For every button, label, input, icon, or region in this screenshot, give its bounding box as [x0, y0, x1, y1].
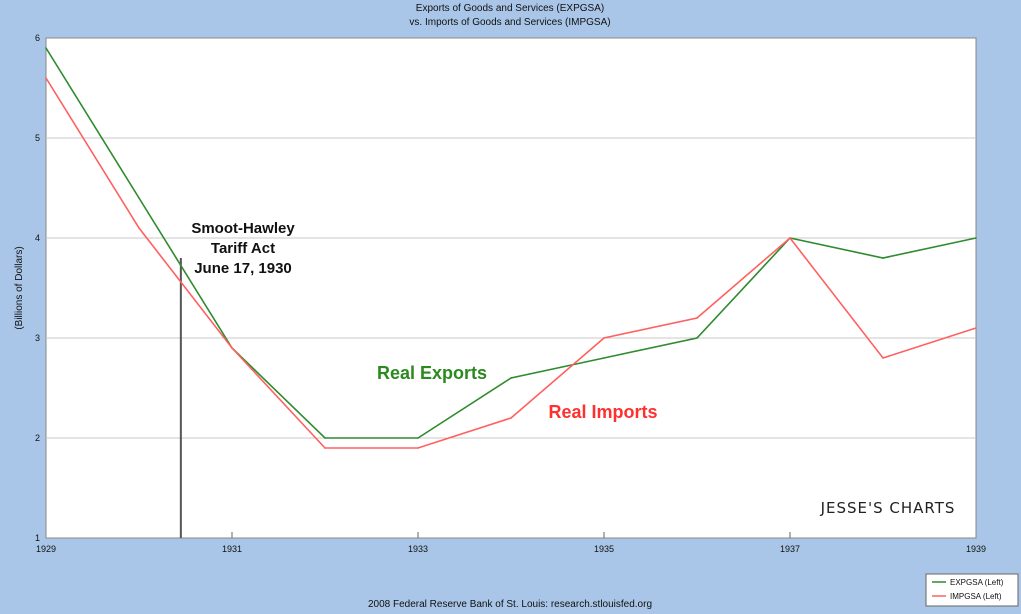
data-point [45, 47, 47, 49]
plot-area [45, 37, 977, 539]
data-point [975, 327, 977, 329]
data-point [789, 237, 791, 239]
data-point [696, 337, 698, 339]
data-point [417, 437, 419, 439]
x-tick-label: 1933 [408, 544, 428, 554]
data-point [45, 77, 47, 79]
chart-title: Exports of Goods and Services (EXPGSA) [416, 3, 604, 14]
data-point [138, 227, 140, 229]
data-point [138, 197, 140, 199]
legend [925, 573, 1019, 607]
data-point [975, 237, 977, 239]
x-tick-label: 1939 [966, 544, 986, 554]
data-point [417, 447, 419, 449]
data-point [882, 257, 884, 259]
data-point [324, 437, 326, 439]
x-tick-label: 1935 [594, 544, 614, 554]
data-point [603, 337, 605, 339]
watermark: JESSE'S CHARTS [820, 499, 956, 517]
y-tick-label: 4 [35, 233, 40, 243]
source-note: 2008 Federal Reserve Bank of St. Louis: … [368, 599, 652, 610]
real-exports-label: Real Exports [377, 363, 487, 383]
x-tick-label: 1937 [780, 544, 800, 554]
data-point [510, 377, 512, 379]
y-tick-label: 6 [35, 33, 40, 43]
real-imports-label: Real Imports [548, 402, 657, 422]
annotation-line-2: Tariff Act [211, 240, 275, 257]
data-point [231, 347, 233, 349]
data-point [882, 357, 884, 359]
annotation-line-3: June 17, 1930 [194, 260, 292, 277]
chart-subtitle: vs. Imports of Goods and Services (IMPGS… [409, 17, 610, 28]
y-tick-label: 5 [35, 133, 40, 143]
data-point [696, 317, 698, 319]
series-lines [45, 47, 977, 449]
y-tick-label: 3 [35, 333, 40, 343]
data-point [510, 417, 512, 419]
grid [46, 137, 976, 439]
x-tick-label: 1931 [222, 544, 242, 554]
annotation-line-1: Smoot-Hawley [191, 220, 295, 237]
data-point [324, 447, 326, 449]
x-axis-ticks: 1929 1931 1933 1935 1937 1939 [36, 532, 986, 554]
legend-label-imports: IMPGSA (Left) [950, 592, 1002, 601]
y-tick-label: 2 [35, 433, 40, 443]
legend-label-exports: EXPGSA (Left) [950, 578, 1004, 587]
y-axis-ticks: 1 2 3 4 5 6 [35, 33, 40, 543]
y-tick-label: 1 [35, 533, 40, 543]
y-axis-label: (Billions of Dollars) [14, 246, 25, 329]
data-point [603, 357, 605, 359]
x-tick-label: 1929 [36, 544, 56, 554]
